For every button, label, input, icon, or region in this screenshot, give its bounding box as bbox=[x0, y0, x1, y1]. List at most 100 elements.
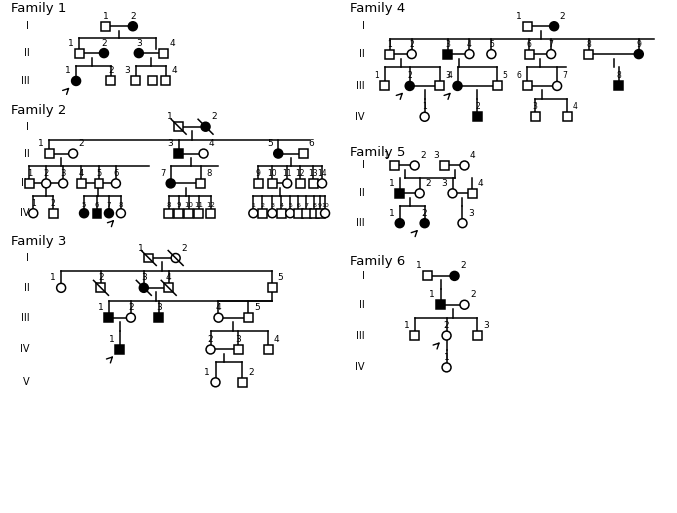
Circle shape bbox=[406, 82, 414, 90]
Circle shape bbox=[546, 50, 556, 58]
Bar bbox=[174, 122, 183, 131]
Bar bbox=[49, 209, 58, 218]
Text: 5: 5 bbox=[503, 71, 508, 81]
Text: 5: 5 bbox=[96, 169, 102, 178]
Circle shape bbox=[112, 179, 121, 188]
Bar bbox=[309, 209, 319, 218]
Bar bbox=[440, 161, 449, 170]
Circle shape bbox=[134, 49, 144, 57]
Bar bbox=[244, 313, 253, 322]
Text: 2: 2 bbox=[470, 290, 475, 299]
Circle shape bbox=[450, 271, 459, 281]
Text: 6: 6 bbox=[297, 203, 300, 208]
Text: I: I bbox=[362, 21, 365, 31]
Bar bbox=[74, 49, 83, 57]
Text: 3: 3 bbox=[136, 38, 141, 48]
Bar bbox=[45, 149, 53, 158]
Text: 8: 8 bbox=[617, 71, 621, 81]
Circle shape bbox=[410, 161, 419, 170]
Bar bbox=[435, 82, 444, 90]
Circle shape bbox=[116, 209, 125, 218]
Text: 7: 7 bbox=[107, 202, 111, 208]
Text: 1: 1 bbox=[50, 273, 56, 282]
Text: 4: 4 bbox=[470, 151, 475, 160]
Text: 1: 1 bbox=[389, 209, 394, 218]
Text: III: III bbox=[21, 179, 29, 188]
Text: 6: 6 bbox=[309, 139, 314, 148]
Text: 2: 2 bbox=[460, 262, 466, 270]
Text: I: I bbox=[26, 21, 29, 31]
Bar bbox=[154, 313, 163, 322]
Circle shape bbox=[415, 189, 424, 198]
Bar bbox=[277, 209, 286, 218]
Text: Family 1: Family 1 bbox=[12, 3, 67, 15]
Circle shape bbox=[42, 179, 51, 188]
Text: 7: 7 bbox=[563, 71, 567, 81]
Bar bbox=[106, 76, 115, 86]
Text: 3: 3 bbox=[125, 67, 131, 75]
Text: 2: 2 bbox=[181, 244, 187, 252]
Circle shape bbox=[129, 22, 137, 31]
Text: 1: 1 bbox=[31, 199, 36, 208]
Text: 3: 3 bbox=[445, 40, 450, 49]
Text: 6: 6 bbox=[517, 71, 522, 81]
Bar bbox=[395, 189, 404, 198]
Text: 1: 1 bbox=[443, 353, 450, 362]
Bar bbox=[77, 179, 85, 188]
Text: 7: 7 bbox=[548, 40, 554, 49]
Bar bbox=[493, 82, 502, 90]
Bar bbox=[531, 112, 540, 121]
Text: 2: 2 bbox=[425, 179, 431, 188]
Bar bbox=[174, 209, 183, 218]
Text: 7: 7 bbox=[160, 169, 165, 178]
Bar bbox=[148, 76, 157, 86]
Text: 5: 5 bbox=[254, 303, 259, 312]
Text: 1: 1 bbox=[204, 368, 210, 377]
Text: 6: 6 bbox=[527, 40, 531, 49]
Text: 2: 2 bbox=[130, 12, 135, 21]
Text: 12: 12 bbox=[295, 169, 305, 178]
Text: 1: 1 bbox=[103, 12, 109, 21]
Text: 10: 10 bbox=[184, 202, 193, 208]
Text: 10: 10 bbox=[267, 169, 277, 178]
Text: 1: 1 bbox=[429, 290, 435, 299]
Text: 5: 5 bbox=[82, 202, 86, 208]
Text: 2: 2 bbox=[208, 335, 213, 344]
Text: 3: 3 bbox=[60, 169, 66, 178]
Text: 1: 1 bbox=[384, 151, 389, 160]
Text: 2: 2 bbox=[43, 169, 49, 178]
Text: 1: 1 bbox=[516, 12, 522, 21]
Circle shape bbox=[139, 283, 148, 292]
Bar bbox=[473, 331, 482, 340]
Circle shape bbox=[167, 179, 175, 188]
Text: 4: 4 bbox=[279, 203, 283, 208]
Circle shape bbox=[420, 112, 429, 121]
Text: 5: 5 bbox=[288, 203, 292, 208]
Circle shape bbox=[487, 50, 496, 58]
Text: 8: 8 bbox=[167, 202, 171, 208]
Text: 14: 14 bbox=[318, 169, 327, 178]
Bar bbox=[161, 76, 170, 86]
Circle shape bbox=[201, 122, 210, 131]
Circle shape bbox=[68, 149, 78, 158]
Circle shape bbox=[408, 50, 416, 58]
Bar bbox=[563, 112, 571, 121]
Bar bbox=[268, 179, 277, 188]
Text: 2: 2 bbox=[410, 40, 414, 49]
Text: 3: 3 bbox=[167, 139, 173, 148]
Text: 4: 4 bbox=[209, 139, 215, 148]
Text: 2: 2 bbox=[128, 303, 133, 312]
Text: 2: 2 bbox=[408, 71, 412, 81]
Text: 2: 2 bbox=[108, 67, 114, 75]
Bar bbox=[254, 179, 263, 188]
Bar bbox=[206, 209, 215, 218]
Text: 10: 10 bbox=[321, 203, 329, 208]
Bar bbox=[196, 179, 205, 188]
Bar bbox=[315, 209, 324, 218]
Text: III: III bbox=[21, 76, 29, 86]
Text: 1: 1 bbox=[251, 203, 255, 208]
Text: 4: 4 bbox=[171, 67, 177, 75]
Text: 8: 8 bbox=[586, 40, 591, 49]
Bar bbox=[194, 209, 203, 218]
Text: 1: 1 bbox=[389, 179, 394, 188]
